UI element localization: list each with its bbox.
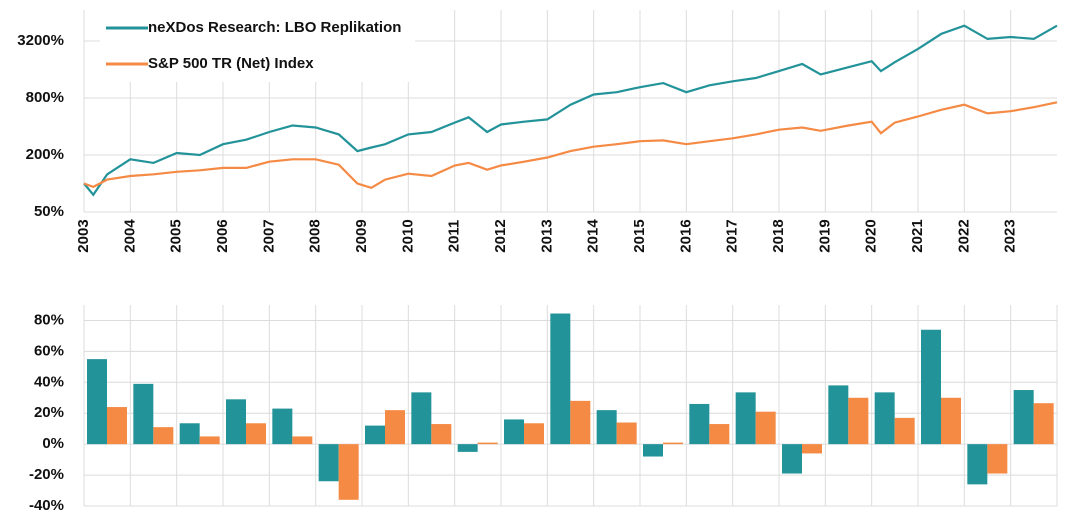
x-tick-label: 2007 — [260, 219, 277, 252]
x-tick-label: 2010 — [399, 219, 416, 252]
y-tick-label: 60% — [34, 342, 64, 359]
bar — [689, 403, 710, 445]
x-tick-label: 2004 — [121, 219, 138, 253]
x-tick-label: 2022 — [955, 219, 972, 252]
bar — [318, 444, 339, 482]
y-tick-label: 200% — [26, 146, 64, 163]
bar — [504, 419, 524, 445]
bar — [782, 444, 802, 474]
y-tick-label: 50% — [34, 203, 64, 220]
bar — [199, 436, 220, 445]
bar — [87, 359, 107, 445]
bar — [226, 399, 246, 445]
bar — [385, 410, 405, 445]
bar — [411, 392, 432, 445]
x-tick-label: 2012 — [492, 219, 509, 252]
y-tick-label: 800% — [26, 89, 64, 106]
bar — [338, 444, 359, 500]
x-tick-label: 2005 — [168, 219, 185, 252]
bar — [292, 436, 313, 445]
bar — [967, 444, 988, 485]
bar — [987, 444, 1008, 474]
x-tick-label: 2023 — [1002, 219, 1019, 252]
bar — [524, 423, 544, 445]
bar — [663, 442, 683, 445]
y-tick-label: 20% — [34, 404, 64, 421]
y-tick-label: 40% — [34, 373, 64, 390]
x-tick-label: 2014 — [585, 219, 602, 253]
bar — [828, 385, 849, 445]
bar — [709, 424, 730, 445]
x-tick-label: 2011 — [446, 220, 463, 253]
bar — [1013, 390, 1034, 445]
y-tick-label: 80% — [34, 311, 64, 328]
x-tick-label: 2017 — [724, 219, 741, 252]
x-tick-label: 2015 — [631, 219, 648, 252]
x-tick-label: 2006 — [214, 219, 231, 252]
bar — [153, 427, 174, 445]
series-line — [83, 101, 1058, 189]
x-tick-label: 2020 — [863, 219, 880, 252]
x-tick-label: 2008 — [307, 219, 324, 252]
x-tick-label: 2021 — [909, 219, 926, 252]
bar — [894, 417, 915, 445]
x-tick-label: 2016 — [677, 219, 694, 252]
bar — [802, 444, 822, 454]
y-tick-label: 0% — [42, 435, 64, 452]
y-tick-label: -40% — [29, 497, 64, 514]
bar — [848, 397, 869, 445]
x-tick-label: 2009 — [353, 219, 370, 252]
y-tick-label: -20% — [29, 466, 64, 483]
bar — [570, 400, 591, 445]
bar — [643, 444, 663, 457]
bar — [457, 444, 478, 452]
bar — [874, 392, 895, 445]
bar — [735, 392, 756, 445]
bar — [616, 422, 637, 445]
legend-box — [100, 10, 415, 82]
bar — [477, 442, 498, 445]
x-tick-label: 2003 — [75, 219, 92, 252]
bar — [550, 313, 571, 445]
bar — [921, 329, 941, 445]
bar — [941, 397, 961, 445]
x-tick-label: 2013 — [538, 219, 555, 252]
bar — [107, 407, 127, 445]
legend-label: S&P 500 TR (Net) Index — [148, 55, 314, 72]
bar — [596, 410, 617, 445]
bar — [272, 408, 293, 445]
bar — [133, 383, 154, 445]
legend-label: neXDos Research: LBO Replikation — [148, 19, 401, 36]
y-tick-label: 3200% — [17, 32, 64, 49]
x-tick-label: 2019 — [816, 219, 833, 252]
bar — [365, 425, 385, 445]
series-line — [83, 24, 1058, 197]
bar — [246, 423, 266, 445]
bar — [179, 423, 200, 445]
x-tick-label: 2018 — [770, 219, 787, 252]
bar — [755, 411, 776, 445]
bar — [1033, 403, 1054, 445]
bar — [431, 424, 452, 445]
